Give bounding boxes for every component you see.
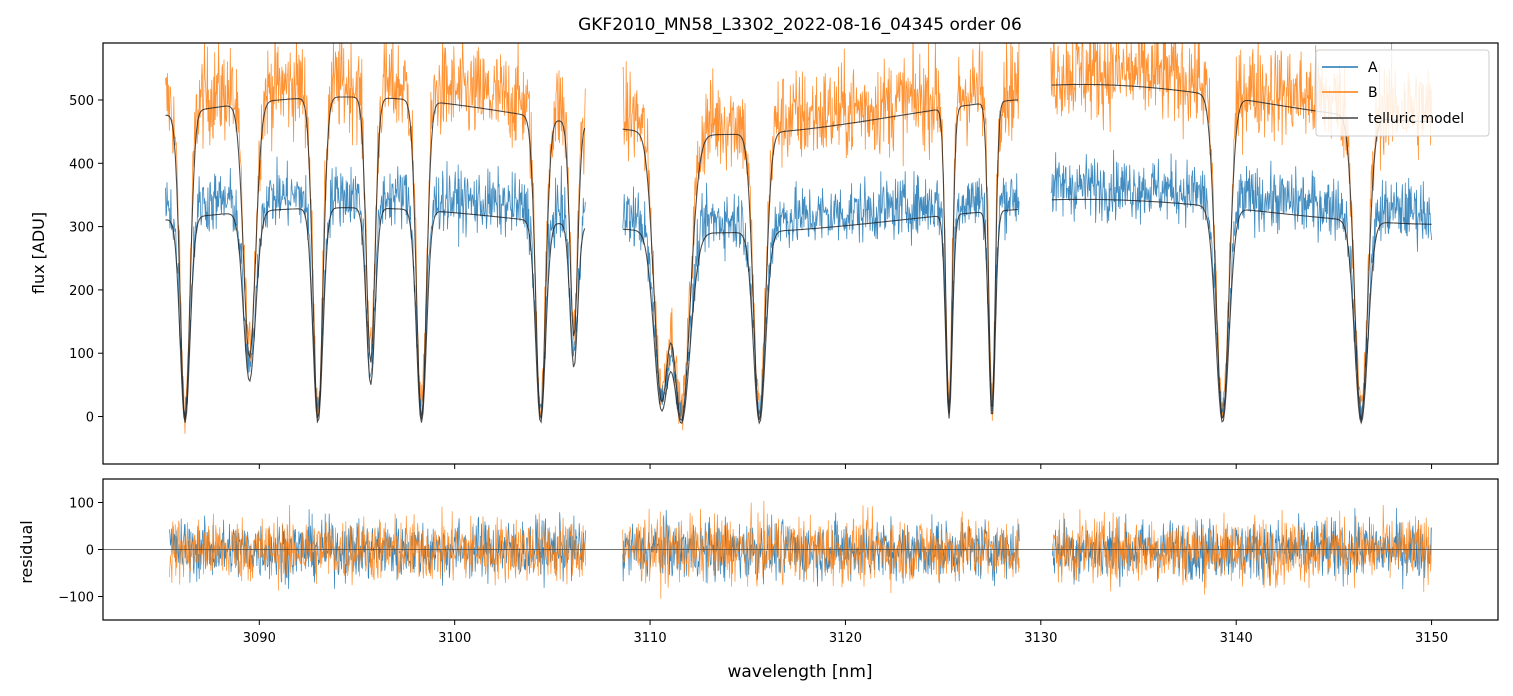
residual-panel: −100 0 100 3090 3100 3110 3120 3130 3140 3150 re… [17, 478, 1499, 682]
spectrum-x-ticks [258, 464, 1433, 469]
legend-label-model: telluric model [1368, 111, 1464, 127]
telluric-model-line-a [165, 198, 1432, 425]
residual-x-label: wavelength [nm] [727, 662, 872, 682]
residual-x-tick-label: 3130 [1024, 631, 1057, 646]
residual-y-tick-label: 100 [69, 497, 94, 512]
residual-x-tick-label: 3140 [1220, 631, 1253, 646]
residual-x-tick-label: 3090 [243, 631, 276, 646]
spectrum-y-tick-label: 100 [69, 347, 94, 362]
spectrum-panel: 0 100 200 300 400 500 flux [ADU] [29, 42, 1499, 469]
residual-y-label: residual [17, 520, 36, 583]
legend-label-a: A [1368, 60, 1378, 76]
residual-y-tick-label: −100 [58, 591, 94, 606]
spectrum-plot-area [165, 43, 1432, 434]
residual-y-tick-label: 0 [86, 544, 94, 559]
spectrum-y-tick-label: 300 [69, 221, 94, 236]
residual-y-ticks: −100 0 100 [58, 497, 103, 606]
residual-plot-area [103, 500, 1498, 599]
spectrum-y-ticks: 0 100 200 300 400 500 [69, 94, 103, 426]
residual-x-tick-label: 3150 [1415, 631, 1448, 646]
chart-title: GKF2010_MN58_L3302_2022-08-16_04345 orde… [578, 15, 1022, 35]
legend-box [1315, 49, 1490, 137]
legend: A B telluric model [1315, 49, 1490, 137]
telluric-model-line-b [165, 83, 1432, 422]
spectrum-y-label: flux [ADU] [29, 212, 48, 294]
residual-b-line [169, 500, 1432, 599]
spectrum-axes-frame [102, 42, 1499, 465]
residual-x-tick-label: 3110 [634, 631, 667, 646]
residual-x-ticks: 3090 3100 3110 3120 3130 3140 3150 [243, 620, 1448, 646]
spectrum-y-tick-label: 200 [69, 284, 94, 299]
legend-label-b: B [1368, 85, 1378, 101]
spectrum-y-tick-label: 0 [86, 411, 94, 426]
spectrum-y-tick-label: 400 [69, 157, 94, 172]
residual-x-tick-label: 3100 [438, 631, 471, 646]
residual-x-tick-label: 3120 [829, 631, 862, 646]
spectrum-y-tick-label: 500 [69, 94, 94, 109]
